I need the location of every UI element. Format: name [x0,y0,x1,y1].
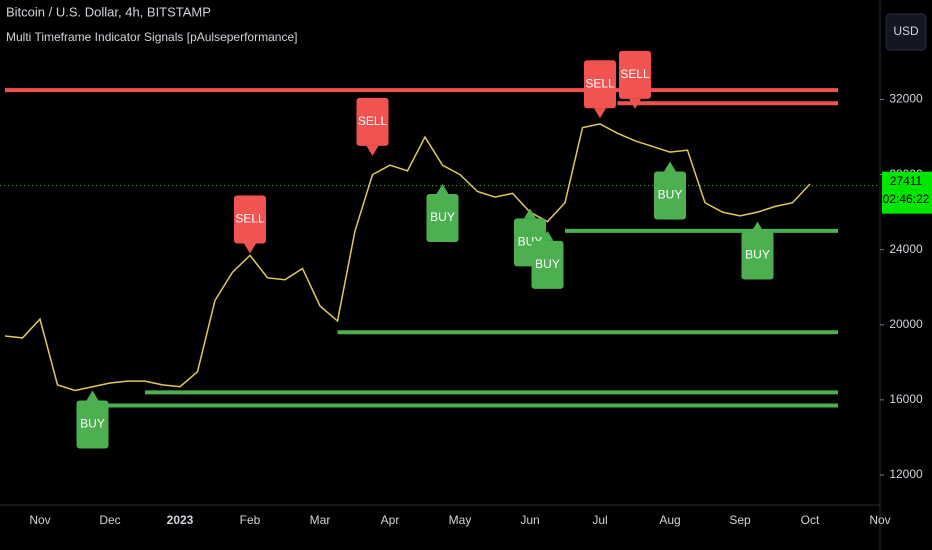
signal-pointer [629,98,641,109]
signal-pointer [594,108,606,119]
x-tick-label: Apr [381,513,400,527]
signal-label: BUY [80,417,105,431]
signal-pointer [436,183,449,194]
price-label-box [882,171,932,214]
signal-pointer [751,221,764,232]
y-tick-label: 16000 [889,392,923,406]
x-tick-label: Nov [29,513,50,527]
y-tick-label: 20000 [889,317,923,331]
signal-pointer [541,230,554,241]
x-tick-label: Nov [869,513,890,527]
x-tick-label: Mar [310,513,331,527]
signal-pointer [524,208,536,219]
x-tick-label: Dec [99,513,120,527]
x-tick-label: Jul [592,513,607,527]
x-tick-label: Feb [240,513,261,527]
x-tick-label: 2023 [167,513,194,527]
x-tick-label: Oct [801,513,820,527]
x-tick-label: May [449,513,472,527]
signal-box [234,195,266,244]
signal-box [356,97,389,146]
signal-label: BUY [745,248,770,262]
signal-box [741,231,774,280]
signal-label: BUY [430,210,455,224]
signal-pointer [86,390,99,401]
signal-pointer [244,243,256,254]
price-line [4,123,811,392]
signal-box [654,171,686,220]
signal-label: SELL [358,114,388,128]
signal-label: SELL [235,212,265,226]
x-tick-label: Aug [659,513,680,527]
y-tick-label: 12000 [889,467,923,481]
signal-box [76,400,109,449]
y-tick-label: 24000 [889,242,923,256]
signal-label: BUY [535,257,560,271]
x-tick-label: Sep [729,513,751,527]
signal-box [584,60,616,109]
currency-button[interactable] [885,13,927,51]
currency: USD [893,24,919,38]
chart-subtitle: Multi Timeframe Indicator Signals [pAuls… [6,30,297,44]
signal-pointer [664,161,676,172]
signal-label: BUY [658,188,683,202]
signal-box [426,193,459,242]
signal-label: SELL [620,67,650,81]
chart-title: Bitcoin / U.S. Dollar, 4h, BITSTAMP [6,4,211,19]
y-tick-label: 32000 [889,92,923,106]
signal-box [531,240,564,289]
signal-label: SELL [585,76,615,90]
timer-label: 02:46:22 [883,192,930,206]
signal-box [619,50,651,99]
price-label: 27411 [890,174,923,188]
x-tick-label: Jun [520,513,539,527]
signal-pointer [366,145,379,156]
